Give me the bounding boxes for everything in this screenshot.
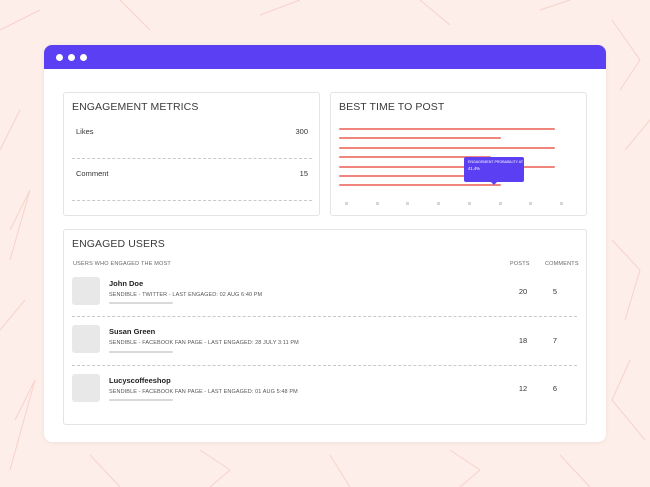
engaged-users-title: ENGAGED USERS [72, 238, 165, 250]
chart-x-tick [437, 202, 441, 205]
user-comments: 7 [552, 336, 558, 345]
engaged-users-card [63, 229, 587, 425]
divider [72, 200, 312, 201]
chart-bar[interactable] [339, 137, 501, 140]
chart-bar[interactable] [339, 156, 491, 159]
user-bar [109, 399, 173, 401]
avatar [72, 325, 100, 353]
user-meta: SENDIBLE - FACEBOOK FAN PAGE - LAST ENGA… [109, 389, 298, 395]
column-header-posts: POSTS [510, 261, 530, 267]
window-control-dot[interactable] [56, 54, 63, 61]
user-posts: 20 [518, 287, 528, 296]
chart-bar[interactable] [339, 184, 501, 187]
user-name[interactable]: Susan Green [109, 327, 156, 336]
user-bar [109, 302, 173, 304]
user-bar [109, 351, 173, 353]
metric-likes-label: Likes [76, 127, 94, 136]
user-comments: 6 [552, 384, 558, 393]
chart-bar[interactable] [339, 165, 555, 168]
window-titlebar [44, 45, 606, 69]
avatar [72, 277, 100, 305]
chart-x-tick [498, 202, 502, 205]
user-comments: 5 [552, 287, 558, 296]
engagement-metrics-title: ENGAGEMENT METRICS [72, 101, 199, 113]
tooltip-arrow [491, 182, 497, 185]
user-posts: 18 [518, 336, 528, 345]
chart-bar[interactable] [339, 146, 555, 149]
chart-bar[interactable] [339, 175, 486, 177]
engagement-metrics-card [63, 92, 320, 216]
user-name[interactable]: Lucyscoffeeshop [109, 376, 171, 385]
chart-x-tick [375, 202, 379, 205]
metric-comment-value: 15 [299, 169, 308, 178]
best-time-title: BEST TIME TO POST [339, 101, 445, 113]
divider [72, 316, 577, 317]
metric-comment-label: Comment [76, 169, 109, 178]
user-name[interactable]: John Doe [109, 279, 144, 288]
divider [72, 158, 312, 159]
window-control-dot[interactable] [80, 54, 87, 61]
chart-x-tick [406, 202, 410, 205]
tooltip-label: ENGAGEMENT PROBABILITY AT 7PM: [468, 160, 533, 164]
user-posts: 12 [518, 384, 528, 393]
window-control-dot[interactable] [68, 54, 75, 61]
user-meta: SENDIBLE - FACEBOOK FAN PAGE - LAST ENGA… [109, 340, 299, 346]
chart-bar[interactable] [339, 128, 555, 130]
chart-x-tick [345, 202, 348, 205]
chart-x-tick [529, 202, 533, 205]
metric-likes-value: 300 [295, 127, 308, 136]
avatar [72, 374, 100, 402]
chart-tooltip: ENGAGEMENT PROBABILITY AT 7PM: 41.4% [464, 157, 533, 182]
divider [72, 365, 577, 366]
best-time-card [330, 92, 587, 216]
user-meta: SENDIBLE - TWITTER - LAST ENGAGED: 02 AU… [109, 292, 263, 298]
chart-x-tick [559, 202, 563, 205]
chart-x-tick [467, 202, 471, 205]
column-header-comments: COMMENTS [545, 261, 579, 267]
tooltip-value: 41.4% [468, 165, 480, 171]
column-header-users: USERS WHO ENGAGED THE MOST [73, 261, 171, 267]
